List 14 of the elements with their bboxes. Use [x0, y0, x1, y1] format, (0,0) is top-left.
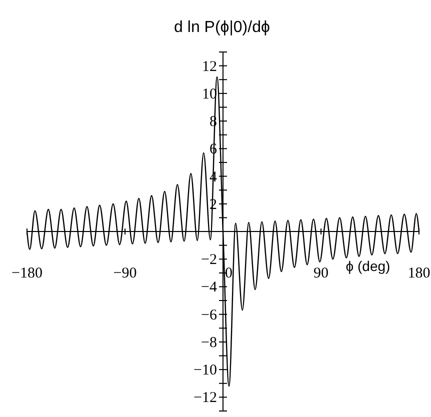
y-tick-label: −6	[201, 307, 218, 324]
y-tick-label: −10	[194, 362, 217, 379]
y-axis-title: d ln P(ϕ|0)/dϕ	[174, 19, 270, 36]
x-axis-title: ϕ (deg)	[346, 258, 390, 274]
x-tick-label: −90	[113, 266, 137, 282]
x-tick-label: 180	[408, 266, 430, 282]
y-tick-label: −4	[201, 280, 218, 296]
y-tick-label: −8	[201, 334, 217, 351]
x-tick-label: 0	[225, 266, 232, 282]
y-tick-label: −2	[201, 252, 217, 268]
x-tick-label: −180	[12, 266, 42, 282]
x-tick-label: 90	[314, 266, 328, 282]
y-tick-label: −12	[194, 390, 217, 406]
y-tick-label: 12	[202, 58, 217, 75]
